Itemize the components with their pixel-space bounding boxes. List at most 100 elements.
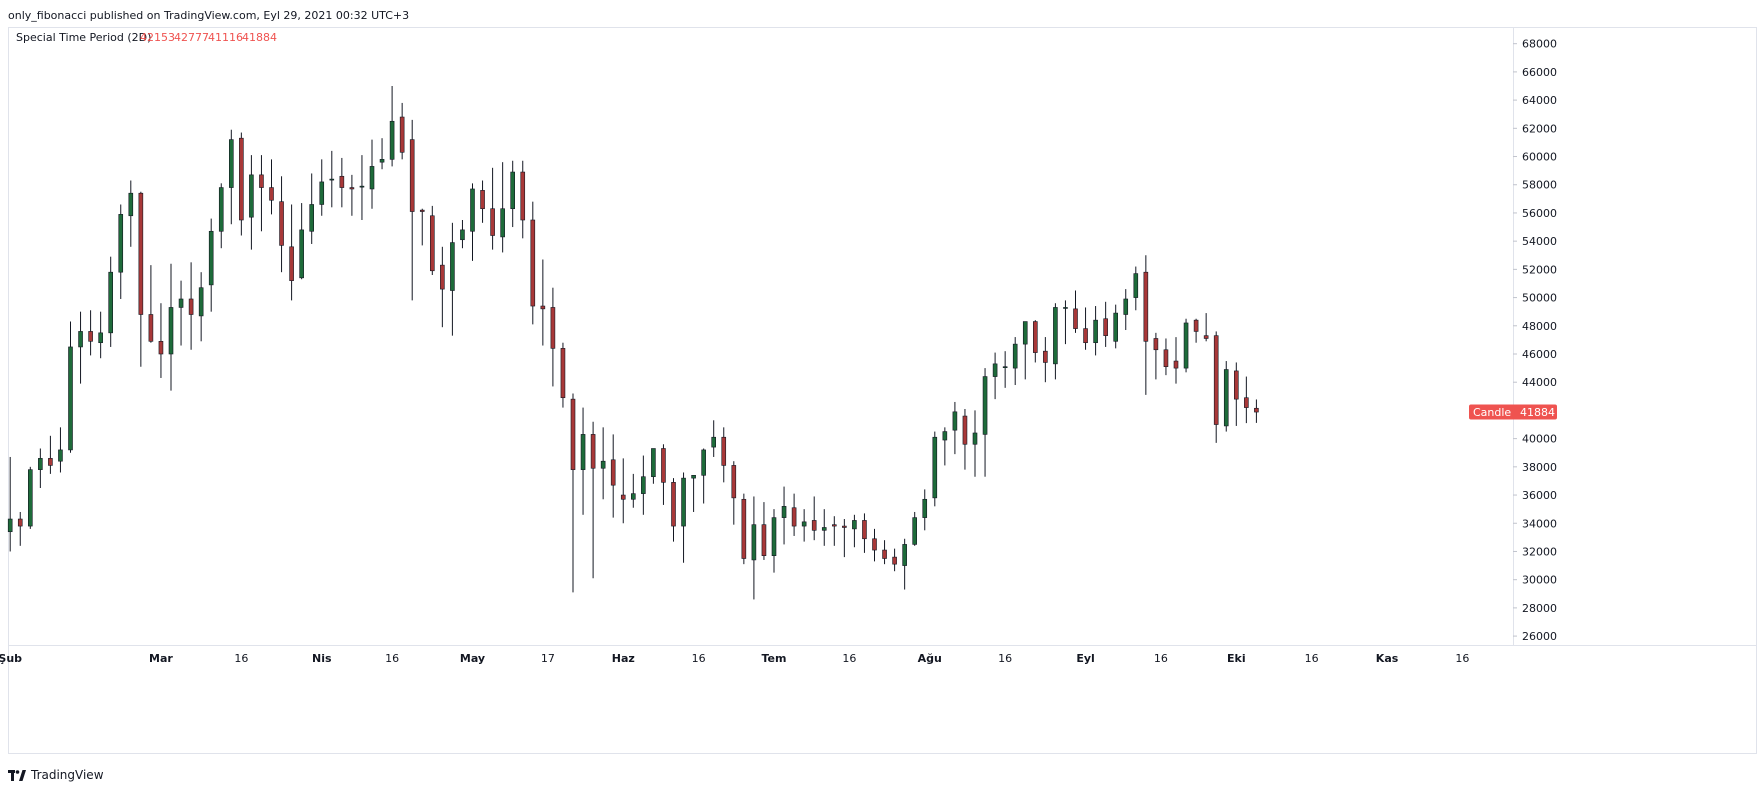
candle xyxy=(580,407,586,515)
candle xyxy=(741,493,747,565)
candle xyxy=(1033,320,1038,363)
candle xyxy=(1093,306,1098,356)
candle xyxy=(1173,337,1179,384)
candle-body xyxy=(741,498,747,559)
last-price-tag: Candle 41884 xyxy=(1469,404,1557,420)
last-price-tag-value: 41884 xyxy=(1520,406,1555,419)
candle xyxy=(711,420,717,457)
candle-body xyxy=(1113,312,1118,342)
candle-body xyxy=(429,215,435,272)
candle xyxy=(550,287,556,387)
candle xyxy=(641,455,646,515)
price-tick-label: 38000 xyxy=(1522,461,1557,474)
candle xyxy=(630,473,636,508)
candle-body xyxy=(761,524,767,556)
candle-body xyxy=(771,517,777,556)
chart-frame xyxy=(8,27,1757,754)
candle xyxy=(148,265,154,343)
candle-body xyxy=(821,527,827,531)
time-tick-label: 16 xyxy=(1154,652,1168,665)
candle xyxy=(158,303,164,378)
candle xyxy=(1193,318,1199,343)
candle xyxy=(48,435,53,474)
time-tick-label: Şub xyxy=(0,652,22,665)
candle xyxy=(691,474,696,512)
candle xyxy=(1203,313,1209,342)
candle-body xyxy=(882,549,887,559)
candle-body xyxy=(1153,338,1159,351)
footer-brand[interactable]: TradingView xyxy=(31,768,104,782)
candle xyxy=(1043,337,1048,383)
candle-body xyxy=(88,331,93,342)
time-tick-label: Mar xyxy=(149,652,173,665)
candle-body xyxy=(7,518,13,533)
price-tick-label: 40000 xyxy=(1522,433,1557,446)
candle-body xyxy=(952,411,958,431)
candle-body xyxy=(781,506,787,518)
candle-body xyxy=(610,459,616,486)
candle xyxy=(1143,255,1149,395)
price-tick-label: 30000 xyxy=(1522,574,1557,587)
candle xyxy=(962,409,968,470)
candle-body xyxy=(450,242,455,291)
candle xyxy=(309,173,315,244)
candle-body xyxy=(1254,407,1259,413)
candle xyxy=(128,180,134,247)
candle-body xyxy=(249,174,254,218)
candle xyxy=(942,427,948,466)
tradingview-logo-icon[interactable] xyxy=(8,769,26,781)
time-tick-label: Tem xyxy=(762,652,787,665)
time-tick-label: 16 xyxy=(1305,652,1319,665)
candle xyxy=(500,162,505,253)
candle xyxy=(329,150,335,208)
candle xyxy=(661,444,666,505)
candle-body xyxy=(339,175,345,188)
candle xyxy=(369,139,375,209)
candle-body xyxy=(751,524,757,561)
candle xyxy=(671,478,676,542)
candle-body xyxy=(811,520,817,531)
candle-body xyxy=(1183,322,1189,369)
candle xyxy=(118,204,124,299)
candle-body xyxy=(1093,319,1098,344)
candle xyxy=(108,256,113,347)
candle xyxy=(781,486,787,545)
candle-body xyxy=(138,192,144,315)
candle-body xyxy=(1213,335,1219,425)
candle-body xyxy=(1143,271,1149,342)
candle xyxy=(490,167,495,250)
candle-body xyxy=(1123,298,1129,315)
candle-body xyxy=(1053,307,1058,365)
candle-body xyxy=(590,434,596,469)
time-axis: Şub Mar 16 Nis 16 May 17 Haz 16 Tem 16 Ağu 16 Eyl 16 Ek… xyxy=(0,652,1469,665)
candle-body xyxy=(1133,273,1139,298)
candle xyxy=(218,183,224,249)
candle-body xyxy=(1012,343,1018,369)
candle-body xyxy=(580,434,586,470)
candle xyxy=(299,203,304,280)
candle-body xyxy=(852,520,857,530)
candle xyxy=(1113,304,1118,349)
candle xyxy=(761,502,767,560)
candle-body xyxy=(550,307,556,349)
candle-body xyxy=(560,348,566,399)
candle-body xyxy=(1234,370,1239,400)
candle-body xyxy=(269,187,274,201)
candle-body xyxy=(17,518,23,527)
price-tick-label: 28000 xyxy=(1522,602,1557,615)
candle xyxy=(952,401,958,455)
candle-body xyxy=(1103,318,1108,336)
candle-body xyxy=(972,432,978,445)
candle xyxy=(600,427,606,500)
candle-body xyxy=(48,458,53,466)
candle-body xyxy=(58,449,63,462)
candle-body xyxy=(98,332,103,344)
price-tick-label: 32000 xyxy=(1522,545,1557,558)
candle xyxy=(38,448,43,488)
candle-body xyxy=(801,521,807,527)
candle-body xyxy=(1002,366,1008,368)
time-tick-label: Nis xyxy=(312,652,332,665)
candle xyxy=(801,509,807,542)
candle-body xyxy=(108,271,113,334)
